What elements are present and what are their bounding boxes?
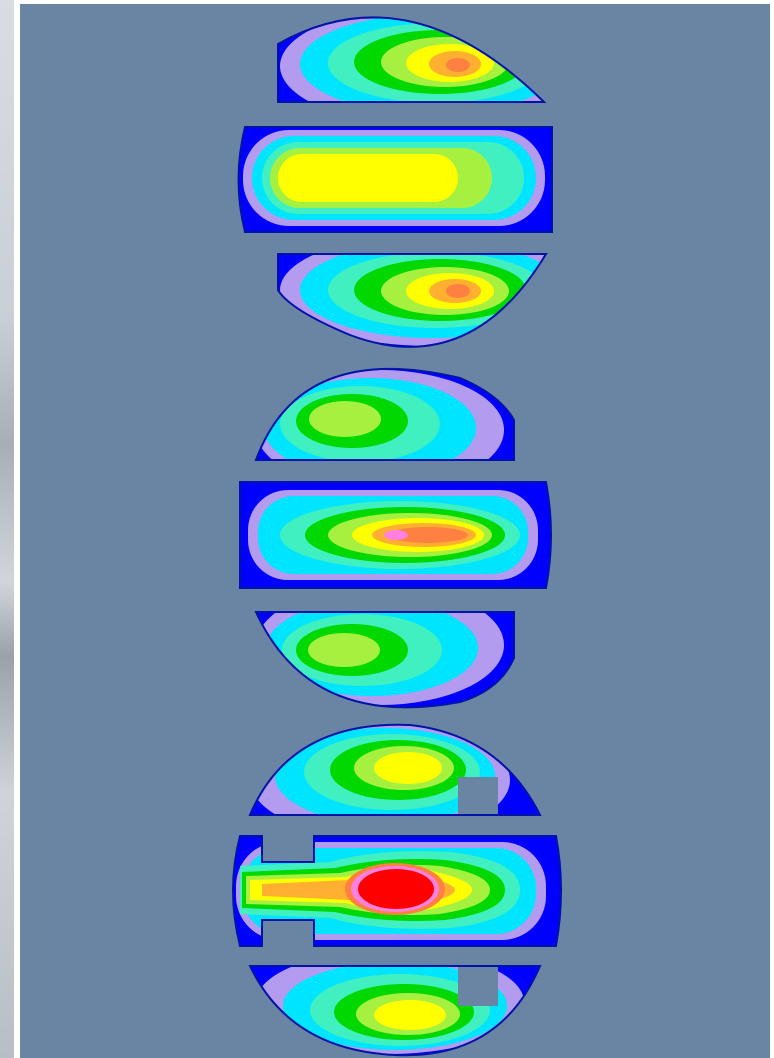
case-3-top-notch — [458, 777, 498, 817]
case-3-middle-outline — [232, 835, 562, 947]
case-1-bottom-outline — [277, 253, 548, 348]
left-white-gap — [14, 0, 20, 1058]
case-3-top-outline — [248, 723, 542, 816]
case-1-middle-zone — [238, 127, 552, 232]
case-2-middle-outline — [239, 481, 552, 589]
case-2-bottom-outline — [254, 611, 515, 709]
case-2-top-outline — [254, 367, 515, 461]
case-2-top-zone — [256, 368, 514, 460]
case-3-bottom-outline — [248, 965, 542, 1057]
case-3-top-zone — [250, 724, 540, 815]
case-3-bottom-notch — [458, 966, 498, 1006]
case-2-bottom-zone — [256, 612, 514, 708]
case-1-top-outline — [277, 16, 547, 103]
case-2-middle-zone — [240, 482, 551, 588]
case-1-bottom-zone — [278, 254, 546, 347]
case-3-middle-left-cut — [262, 836, 314, 946]
left-photo-strip — [0, 0, 14, 1058]
case-1-middle-outline — [237, 126, 553, 233]
case-1-top-zone — [278, 17, 544, 103]
right-white-border — [770, 0, 774, 1058]
